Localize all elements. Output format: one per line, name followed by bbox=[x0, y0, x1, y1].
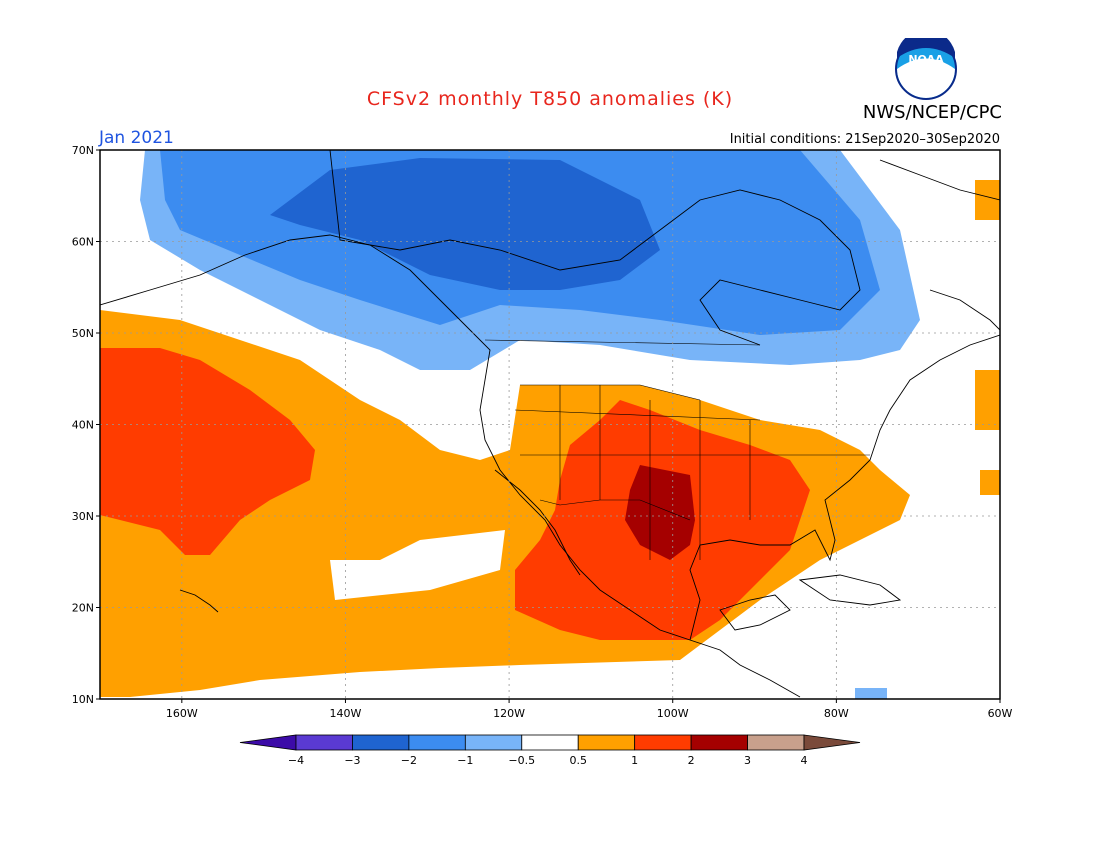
colorbar-label: 2 bbox=[688, 754, 695, 767]
anomaly-region-darkblue bbox=[270, 158, 660, 290]
colorbar-swatch bbox=[577, 734, 636, 751]
colorbar-swatch bbox=[690, 734, 748, 751]
anomaly-region-lightblue-south bbox=[855, 688, 887, 699]
lat-label: 10N bbox=[72, 693, 94, 706]
colorbar-label: 4 bbox=[801, 754, 808, 767]
lon-label: 160W bbox=[166, 707, 198, 720]
colorbar-swatch bbox=[521, 734, 579, 751]
colorbar-label: −4 bbox=[288, 754, 304, 767]
lat-label: 50N bbox=[72, 327, 94, 340]
anomaly-region-darkred bbox=[625, 465, 695, 560]
lon-labels: 160W 140W 120W 100W 80W 60W bbox=[166, 699, 1013, 720]
colorbar: −4 −3 −2 −1 −0.5 0.5 1 2 3 4 bbox=[239, 734, 861, 767]
anomaly-region-red-pacific bbox=[100, 348, 315, 555]
valid-month: Jan 2021 bbox=[99, 128, 174, 148]
anomaly-region-orange-east bbox=[975, 180, 1000, 220]
colorbar-swatch bbox=[464, 734, 523, 751]
lon-label: 140W bbox=[330, 707, 362, 720]
colorbar-label: 3 bbox=[744, 754, 751, 767]
colorbar-arrow-low bbox=[239, 734, 297, 751]
colorbar-swatch bbox=[352, 734, 410, 751]
lat-label: 30N bbox=[72, 510, 94, 523]
lon-label: 120W bbox=[493, 707, 525, 720]
colorbar-label: −0.5 bbox=[508, 754, 535, 767]
lat-label: 60N bbox=[72, 236, 94, 249]
colorbar-swatch bbox=[408, 734, 466, 751]
lon-label: 80W bbox=[824, 707, 849, 720]
lat-label: 40N bbox=[72, 419, 94, 432]
colorbar-label: 1 bbox=[631, 754, 638, 767]
colorbar-swatch bbox=[634, 734, 692, 751]
colorbar-label: −3 bbox=[344, 754, 360, 767]
lat-labels: 10N 20N 30N 40N 50N 60N 70N bbox=[72, 144, 100, 706]
anomaly-field bbox=[100, 150, 1000, 699]
anomaly-region-orange-east bbox=[975, 370, 1000, 430]
lon-label: 60W bbox=[988, 707, 1013, 720]
lat-label: 20N bbox=[72, 602, 94, 615]
agency-label: NWS/NCEP/CPC bbox=[862, 102, 1002, 123]
lat-label: 70N bbox=[72, 144, 94, 157]
initial-conditions: Initial conditions: 21Sep2020–30Sep2020 bbox=[729, 132, 1000, 147]
colorbar-swatch bbox=[295, 734, 353, 751]
political-borders bbox=[484, 339, 870, 560]
colorbar-label: −1 bbox=[457, 754, 473, 767]
lon-label: 100W bbox=[657, 707, 689, 720]
logo-text: NOAA bbox=[908, 53, 944, 66]
chart-title: CFSv2 monthly T850 anomalies (K) bbox=[366, 88, 734, 110]
colorbar-swatch bbox=[747, 734, 805, 751]
colorbar-label: 0.5 bbox=[569, 754, 587, 767]
colorbar-arrow-high bbox=[803, 734, 861, 751]
anomaly-region-orange-east bbox=[980, 470, 1000, 495]
colorbar-label: −2 bbox=[401, 754, 417, 767]
graticule bbox=[100, 150, 1000, 699]
